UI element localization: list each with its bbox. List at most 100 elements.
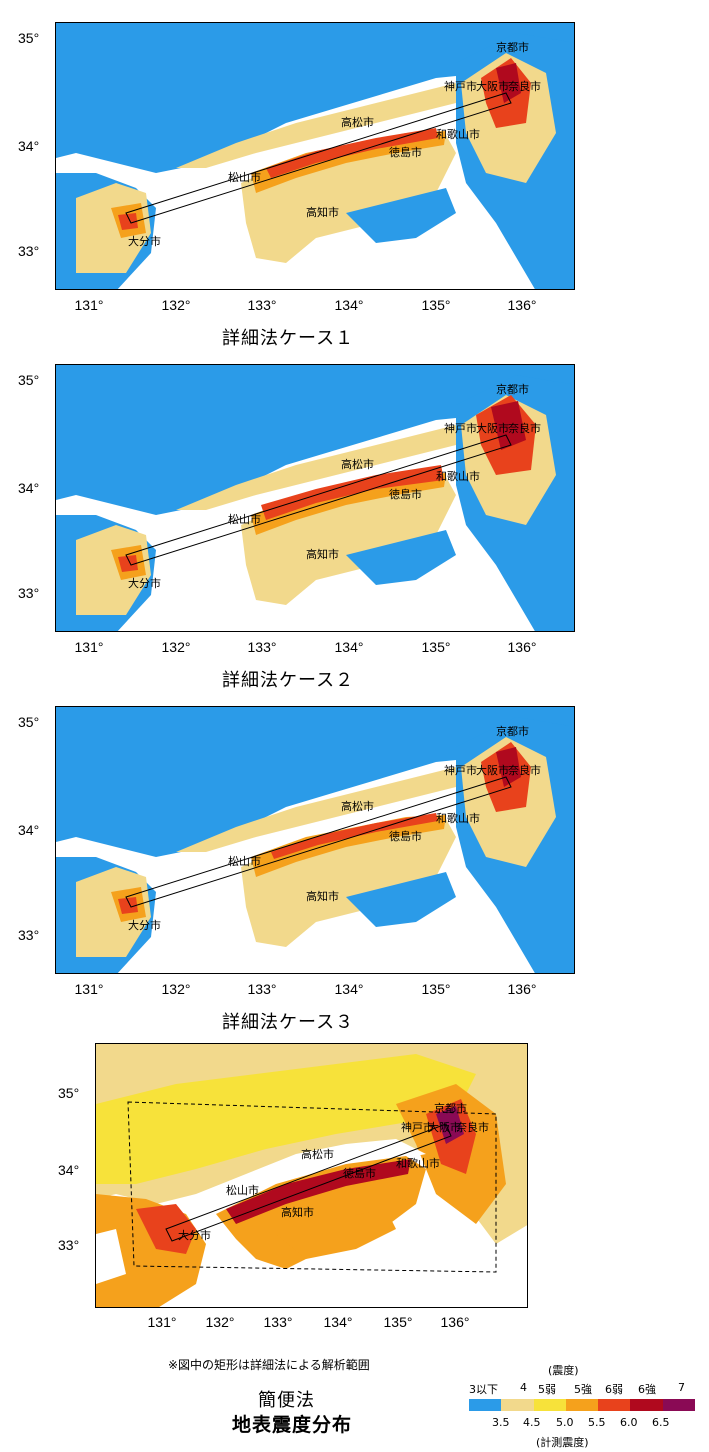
map-simplified: 京都市 神戸市 大阪市 奈良市 高松市 和歌山市 徳島市 松山市 高知市 大分市 xyxy=(95,1043,528,1308)
lat-label: 33° xyxy=(18,927,40,943)
lon-label: 132° xyxy=(161,297,191,313)
city-label-kobe: 神戸市 xyxy=(444,79,477,93)
map-caption: 簡便法 xyxy=(258,1390,315,1411)
city-label-takamatsu: 高松市 xyxy=(341,457,374,471)
city-label-wakayama: 和歌山市 xyxy=(436,469,480,483)
analysis-range-note: ※図中の矩形は詳細法による解析範囲 xyxy=(168,1358,370,1372)
lon-label: 131° xyxy=(74,297,104,313)
lon-label: 134° xyxy=(334,981,364,997)
lon-label: 131° xyxy=(74,639,104,655)
city-label-kyoto: 京都市 xyxy=(496,40,529,54)
city-label-osaka: 大阪市 xyxy=(476,79,509,93)
lon-label: 131° xyxy=(74,981,104,997)
intensity-map-1: 京都市 神戸市 大阪市 奈良市 高松市 和歌山市 徳島市 松山市 高知市 大分市 xyxy=(56,23,574,289)
city-label-oita: 大分市 xyxy=(128,234,161,248)
legend-boundary-value: 6.0 xyxy=(620,1416,638,1429)
city-label-oita: 大分市 xyxy=(128,918,161,932)
city-label-oita: 大分市 xyxy=(128,576,161,590)
city-label-matsuyama: 松山市 xyxy=(228,512,261,526)
city-label-nara: 奈良市 xyxy=(508,421,541,435)
lon-label: 132° xyxy=(161,639,191,655)
intensity-map-3: 京都市 神戸市 大阪市 奈良市 高松市 和歌山市 徳島市 松山市 高知市 大分市 xyxy=(56,707,574,973)
city-label-nara: 奈良市 xyxy=(508,79,541,93)
legend-intensity-label: 3以下 xyxy=(469,1383,498,1396)
city-label-tokushima: 徳島市 xyxy=(343,1166,376,1180)
lat-label: 35° xyxy=(18,714,40,730)
map-case-2: 京都市 神戸市 大阪市 奈良市 高松市 和歌山市 徳島市 松山市 高知市 大分市 xyxy=(55,364,575,632)
figure-title: 地表震度分布 xyxy=(232,1414,353,1436)
city-label-kyoto: 京都市 xyxy=(496,382,529,396)
city-label-osaka: 大阪市 xyxy=(476,763,509,777)
city-label-kochi: 高知市 xyxy=(306,889,339,903)
lat-label: 34° xyxy=(58,1162,80,1178)
intensity-map-2: 京都市 神戸市 大阪市 奈良市 高松市 和歌山市 徳島市 松山市 高知市 大分市 xyxy=(56,365,574,631)
city-label-matsuyama: 松山市 xyxy=(228,854,261,868)
lon-label: 136° xyxy=(507,981,537,997)
lon-label: 134° xyxy=(334,297,364,313)
city-label-nara: 奈良市 xyxy=(508,763,541,777)
city-label-tokushima: 徳島市 xyxy=(389,487,422,501)
intensity-map-4: 京都市 神戸市 大阪市 奈良市 高松市 和歌山市 徳島市 松山市 高知市 大分市 xyxy=(96,1044,527,1307)
lon-label: 132° xyxy=(205,1314,235,1330)
lat-label: 33° xyxy=(18,243,40,259)
city-label-wakayama: 和歌山市 xyxy=(396,1156,440,1170)
legend-intensity-label: 5弱 xyxy=(538,1383,556,1396)
lon-label: 131° xyxy=(147,1314,177,1330)
legend-boundary-value: 4.5 xyxy=(523,1416,541,1429)
lon-label: 136° xyxy=(440,1314,470,1330)
legend-boundary-value: 5.0 xyxy=(556,1416,574,1429)
lat-label: 34° xyxy=(18,138,40,154)
legend-boundary-value: 6.5 xyxy=(652,1416,670,1429)
city-label-takamatsu: 高松市 xyxy=(301,1147,334,1161)
lat-label: 34° xyxy=(18,480,40,496)
legend-top-title: (震度) xyxy=(548,1364,579,1377)
lon-label: 134° xyxy=(334,639,364,655)
city-label-kochi: 高知市 xyxy=(306,547,339,561)
legend-color-cell xyxy=(565,1399,599,1411)
legend-color-bar xyxy=(469,1399,696,1411)
legend-color-cell xyxy=(630,1399,664,1411)
city-label-wakayama: 和歌山市 xyxy=(436,127,480,141)
lon-label: 135° xyxy=(421,639,451,655)
lon-label: 135° xyxy=(421,297,451,313)
city-label-matsuyama: 松山市 xyxy=(226,1183,259,1197)
lat-label: 35° xyxy=(18,372,40,388)
legend-color-cell xyxy=(533,1399,567,1411)
city-label-tokushima: 徳島市 xyxy=(389,829,422,843)
lon-label: 133° xyxy=(263,1314,293,1330)
lon-label: 136° xyxy=(507,297,537,313)
map-caption: 詳細法ケース１ xyxy=(222,328,355,349)
city-label-takamatsu: 高松市 xyxy=(341,799,374,813)
lat-label: 35° xyxy=(18,30,40,46)
map-case-1: 京都市 神戸市 大阪市 奈良市 高松市 和歌山市 徳島市 松山市 高知市 大分市 xyxy=(55,22,575,290)
city-label-oita: 大分市 xyxy=(178,1228,211,1242)
lon-label: 134° xyxy=(323,1314,353,1330)
map-case-3: 京都市 神戸市 大阪市 奈良市 高松市 和歌山市 徳島市 松山市 高知市 大分市 xyxy=(55,706,575,974)
lon-label: 136° xyxy=(507,639,537,655)
city-label-kobe: 神戸市 xyxy=(444,421,477,435)
lat-label: 34° xyxy=(18,822,40,838)
city-label-kochi: 高知市 xyxy=(281,1205,314,1219)
city-label-tokushima: 徳島市 xyxy=(389,145,422,159)
map-caption: 詳細法ケース３ xyxy=(222,1012,355,1033)
legend-color-cell xyxy=(469,1399,502,1411)
city-label-kyoto: 京都市 xyxy=(434,1101,467,1115)
lat-label: 33° xyxy=(18,585,40,601)
city-label-nara: 奈良市 xyxy=(456,1120,489,1134)
lon-label: 135° xyxy=(383,1314,413,1330)
city-label-takamatsu: 高松市 xyxy=(341,115,374,129)
city-label-kobe: 神戸市 xyxy=(444,763,477,777)
city-label-kyoto: 京都市 xyxy=(496,724,529,738)
city-label-kochi: 高知市 xyxy=(306,205,339,219)
city-label-matsuyama: 松山市 xyxy=(228,170,261,184)
city-label-wakayama: 和歌山市 xyxy=(436,811,480,825)
lat-label: 33° xyxy=(58,1237,80,1253)
legend-boundary-value: 3.5 xyxy=(492,1416,510,1429)
lat-label: 35° xyxy=(58,1085,80,1101)
lon-label: 135° xyxy=(421,981,451,997)
legend-intensity-label: 4 xyxy=(520,1381,527,1394)
legend-intensity-label: 6弱 xyxy=(605,1383,623,1396)
lon-label: 132° xyxy=(161,981,191,997)
legend-color-cell xyxy=(598,1399,631,1411)
city-label-osaka: 大阪市 xyxy=(476,421,509,435)
